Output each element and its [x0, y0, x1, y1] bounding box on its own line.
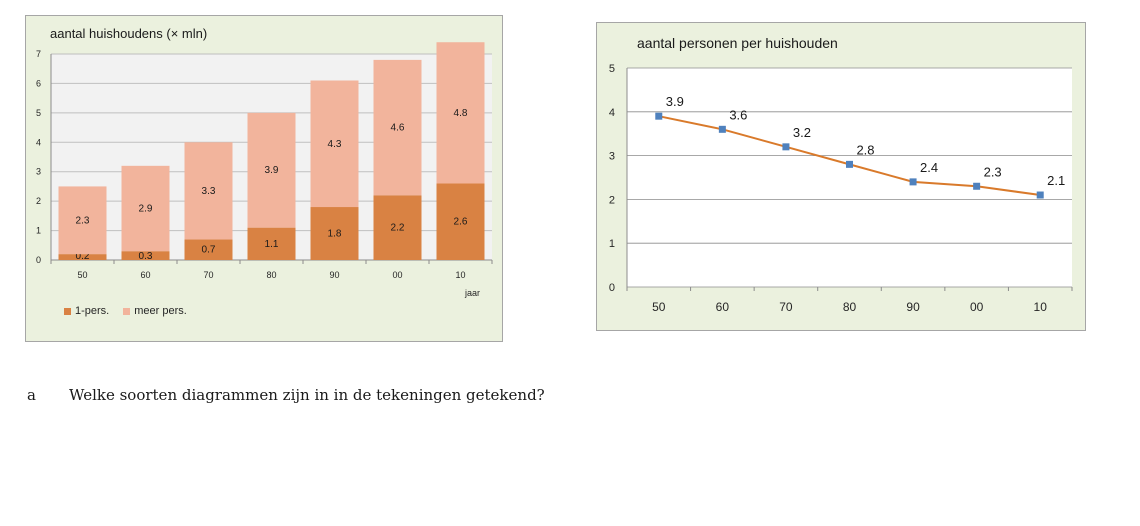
- line-data-point: [655, 112, 663, 120]
- bar-data-label: 3.3: [202, 186, 216, 197]
- bar-data-label: 2.6: [454, 217, 468, 228]
- bar-segment-1-pers: [184, 239, 233, 260]
- legend-swatch-1-pers: [64, 307, 71, 315]
- bar-y-tick-label: 2: [36, 196, 41, 206]
- line-x-tick-label: 00: [970, 300, 984, 314]
- line-data-point: [973, 182, 981, 190]
- line-data-point: [718, 125, 726, 133]
- bar-data-label: 2.9: [139, 204, 153, 215]
- legend-label-1-pers: 1-pers.: [75, 305, 110, 317]
- bar-chart-title: aantal huishoudens (× mln): [50, 26, 208, 41]
- bar-segment-meer-pers: [58, 186, 107, 255]
- legend-item-1-pers: 1-pers.: [64, 305, 109, 317]
- bar-segment-meer-pers: [310, 80, 359, 208]
- bar-y-tick-label: 3: [36, 167, 41, 177]
- line-chart-plot: 0 1 2 3 4 5 50 60 70 80 90 00 10 3.9 3.6 3.2 2.8 2.4 2.3 2.…: [609, 63, 1073, 314]
- bar-segment-1-pers: [121, 251, 170, 260]
- line-y-tick-label: 0: [609, 282, 615, 294]
- question-a: a Welke soorten diagrammen zijn in in de…: [27, 386, 545, 404]
- households-bar-chart: aantal huishoudens (× mln) 0 1 2 3 4 5 6 7 50 0.2…: [25, 15, 503, 342]
- bar-segment-meer-pers: [373, 59, 422, 196]
- line-chart-title: aantal personen per huishouden: [637, 35, 838, 51]
- bar-data-label: 4.8: [454, 108, 468, 119]
- bar-y-tick-label: 4: [36, 137, 41, 147]
- line-data-label: 3.9: [666, 94, 684, 109]
- bar-segment-meer-pers: [184, 142, 233, 240]
- line-data-label: 2.3: [984, 164, 1002, 179]
- bar-chart-plot: 0 1 2 3 4 5 6 7 50 0.2 2.3 60 0.3 2.9 70 0.7 3.3 80 1.1 3.9…: [36, 42, 493, 280]
- bar-y-tick-label: 7: [36, 49, 41, 59]
- bar-x-tick-label: 90: [329, 270, 339, 280]
- legend-swatch-meer-pers: [123, 307, 131, 315]
- bar-y-tick-label: 1: [36, 226, 41, 236]
- line-x-tick-label: 70: [779, 300, 793, 314]
- line-y-tick-label: 2: [609, 194, 615, 206]
- line-data-label: 3.6: [729, 107, 747, 122]
- bar-data-label: 3.9: [265, 165, 279, 176]
- bar-x-tick-label: 70: [203, 270, 213, 280]
- bar-y-tick-label: 0: [36, 255, 41, 265]
- question-letter: a: [27, 386, 36, 404]
- line-x-tick-label: 80: [843, 300, 857, 314]
- bar-segment-meer-pers: [121, 165, 170, 252]
- bar-segment-1-pers: [436, 183, 485, 260]
- line-data-point: [782, 143, 790, 151]
- line-data-label: 3.2: [793, 125, 811, 140]
- bar-data-label: 0.3: [139, 251, 153, 262]
- line-x-tick-label: 10: [1034, 300, 1048, 314]
- line-y-tick-label: 1: [609, 238, 615, 250]
- bar-data-label: 1.1: [265, 239, 279, 250]
- bar-data-label: 2.3: [76, 215, 90, 226]
- line-y-tick-label: 5: [609, 63, 615, 75]
- bar-data-label: 2.2: [391, 223, 405, 234]
- bar-chart-x-unit: jaar: [465, 288, 481, 298]
- bar-data-label: 0.2: [76, 251, 90, 262]
- bar-segment-meer-pers: [247, 112, 296, 228]
- line-data-point: [1036, 191, 1044, 199]
- bar-data-label: 4.3: [328, 139, 342, 150]
- bar-y-tick-label: 5: [36, 108, 41, 118]
- bar-data-label: 4.6: [391, 123, 405, 134]
- line-data-point: [909, 178, 917, 186]
- line-data-label: 2.1: [1047, 173, 1065, 188]
- line-plot-area: [627, 68, 1072, 287]
- persons-per-household-line-chart: aantal personen per huishouden 0 1 2 3 4 5 50 6…: [596, 22, 1086, 331]
- legend-item-meer-pers: meer pers.: [123, 305, 187, 317]
- line-data-label: 2.8: [856, 142, 874, 157]
- line-data-label: 2.4: [920, 160, 938, 175]
- bar-chart-legend: 1-pers. meer pers.: [64, 305, 187, 317]
- line-y-tick-label: 4: [609, 107, 615, 119]
- bar-x-tick-label: 80: [266, 270, 276, 280]
- bar-x-tick-label: 00: [392, 270, 402, 280]
- bar-x-tick-label: 50: [77, 270, 87, 280]
- legend-label-meer-pers: meer pers.: [134, 305, 187, 317]
- line-x-tick-label: 60: [716, 300, 730, 314]
- bar-y-tick-label: 6: [36, 78, 41, 88]
- bar-segment-1-pers: [373, 195, 422, 260]
- question-text: Welke soorten diagrammen zijn in in de t…: [69, 386, 545, 404]
- bar-data-label: 1.8: [328, 229, 342, 240]
- bar-data-label: 0.7: [202, 245, 216, 256]
- bar-segment-1-pers: [310, 207, 359, 260]
- bar-segment-meer-pers: [436, 42, 485, 184]
- bar-x-tick-label: 10: [455, 270, 465, 280]
- line-x-tick-label: 90: [906, 300, 920, 314]
- bar-segment-1-pers: [58, 254, 107, 260]
- bar-x-tick-label: 60: [140, 270, 150, 280]
- line-data-point: [846, 160, 853, 168]
- bar-segment-1-pers: [247, 227, 296, 260]
- line-y-tick-label: 3: [609, 151, 615, 163]
- line-x-tick-label: 50: [652, 300, 666, 314]
